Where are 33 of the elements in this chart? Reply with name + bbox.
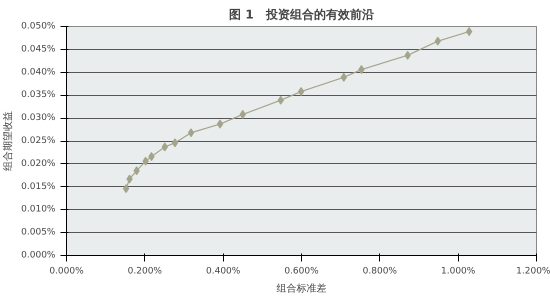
point [148,152,155,162]
y-axis-title: 组合期望收益 [2,111,14,171]
point [172,138,178,148]
x-tick-label: 1.000% [441,266,476,276]
y-tick-label: 0.015% [21,182,56,192]
point [216,120,224,129]
y-tick-label: 0.005% [21,228,56,238]
point [298,87,304,96]
y-tick-label: 0.045% [21,44,56,54]
x-tick-label: 0.200% [128,266,162,276]
chart-title: 图 1 投资组合的有效前沿 [229,8,374,22]
point [126,174,133,184]
y-tick-label: 0.025% [21,136,56,146]
x-tick-label: 0.800% [362,266,398,276]
x-tick-label: 0.000% [49,266,84,276]
point [122,184,130,194]
point [188,128,194,138]
x-tick-label: 0.400% [206,266,241,276]
y-tick-label: 0.050% [21,22,56,32]
point [142,156,149,166]
y-tick-label: 0.040% [21,67,56,78]
x-axis-title: 组合标准差 [276,282,326,294]
point [358,65,365,74]
y-tick-label: 0.035% [21,90,56,100]
x-tick-label: 1.200% [516,266,550,276]
y-tick-label: 0.000% [21,250,56,260]
point [404,50,411,60]
y-tick-label: 0.030% [21,113,56,124]
y-tick-label: 0.020% [21,158,56,169]
point [133,166,140,176]
x-tick-label: 0.600% [284,266,320,276]
point [466,27,472,36]
y-tick-label: 0.010% [21,204,56,215]
